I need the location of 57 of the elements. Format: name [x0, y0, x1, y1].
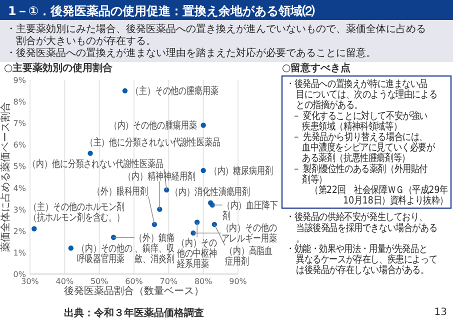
annotation: （主）他に分類されない代謝性医薬品 [85, 136, 220, 149]
annotation: （外）鎮痛、鎮痒、収斂、消炎剤 [134, 232, 174, 266]
point [122, 88, 128, 94]
y-tick-label: 2% [13, 226, 26, 236]
annotation: （内）その他の中枢神経系用薬 [176, 236, 217, 270]
point [157, 206, 162, 212]
point [200, 122, 206, 128]
x-tick-label: 60% [125, 277, 144, 286]
y-tick-label: 7% [13, 119, 26, 128]
x-tick-label: 40% [56, 277, 74, 286]
point [200, 168, 206, 174]
source-note: 出典：令和３年医薬品価格調査 [64, 307, 204, 319]
y-tick-label: 3% [13, 205, 26, 214]
text: ・主要薬効別にみた場合、後発医薬品への置き換えが進んでいないもので、薬価全体に占める割合が大きいものが存在する。 [6, 23, 426, 47]
point [212, 222, 218, 228]
text: ・後発医薬品への置換えが進まない理由を踏まえた対応が必要であることに留意。 [6, 47, 376, 59]
text: － 先発品から切り替える場合には、血中濃度をシビアに見ていく必要がある薬剤（抗悪性腫瘍剤等） [292, 131, 436, 164]
text: （第22回 社会保障ＷＧ（平成29年10月18日）資料より抜粋） [310, 184, 448, 207]
y-tick-label: 8% [13, 98, 26, 107]
text: ・後発品の供給不安が発生しており、当該後発品を採用できない場合がある。 [286, 212, 438, 245]
text: 1－①．後発医薬品の使用促進：置換え余地がある領域⑵ [8, 4, 316, 18]
point [68, 246, 74, 251]
annotation: （内）他に分類されない代謝性医薬品 [28, 158, 164, 170]
x-tick-label: 90% [229, 277, 248, 286]
y-axis-title: 薬価全体に占める薬価ベース割合 [0, 102, 12, 252]
point [88, 150, 93, 156]
annotation: （内）その他の呼吸器官用薬 [76, 242, 133, 266]
y-tick-label: 9% [13, 76, 26, 85]
y-tick-label: 0% [13, 270, 26, 279]
y-tick-label: 4% [13, 184, 26, 193]
x-tick-label: 50% [90, 277, 109, 286]
x-tick-label: 30% [21, 277, 40, 286]
annotation: （内）その他の腫瘍用薬 [109, 120, 197, 132]
x-tick-label: 70% [160, 277, 178, 286]
annotation: （内）高脂血症用剤 [224, 245, 273, 268]
point [110, 234, 116, 240]
annotation: （内）その他のアレルギー用薬 [221, 222, 277, 245]
y-tick-label: 5% [13, 162, 26, 172]
annotation: （主）その他の腫瘍用薬 [130, 85, 218, 98]
annotation: （外）眼科用剤 [92, 186, 148, 198]
x-axis-title: 後発医薬品割合（数量ベース） [64, 285, 204, 297]
annotation: （内）血圧降下剤 [222, 200, 278, 222]
text: － 製剤優位性のある薬剤（外用貼付剤等） [292, 163, 428, 186]
point [32, 226, 37, 232]
annotation: （内）消化性潰瘍用剤 [170, 186, 250, 198]
text: － 変化することに対して不安が強い疾患領域（精神科領域等） [292, 110, 428, 133]
annotation: （内）糖尿病用剤 [209, 164, 273, 178]
annotation: （内）精神神経用剤 [124, 170, 196, 183]
text: 13 [434, 307, 447, 318]
text: ・効能・効果や用法・用量が先発品と異なるケースが存在し、疾患によっては後発品が存在しない場合がある。 [286, 243, 438, 276]
text: ○留意すべき点 [282, 62, 351, 74]
annotation: （主）その他のホルモン剤（抗ホルモン剤を含む。） [29, 201, 125, 224]
y-tick-label: 1% [13, 248, 26, 258]
x-tick-label: 80% [194, 277, 213, 286]
y-tick-label: 6% [13, 140, 26, 150]
text: ・後発品への置換えが特に進まない品目については、次のような理由によるとの指摘がある。 [286, 78, 438, 112]
chart-title: ○主要薬効別の使用割合 [4, 62, 114, 74]
